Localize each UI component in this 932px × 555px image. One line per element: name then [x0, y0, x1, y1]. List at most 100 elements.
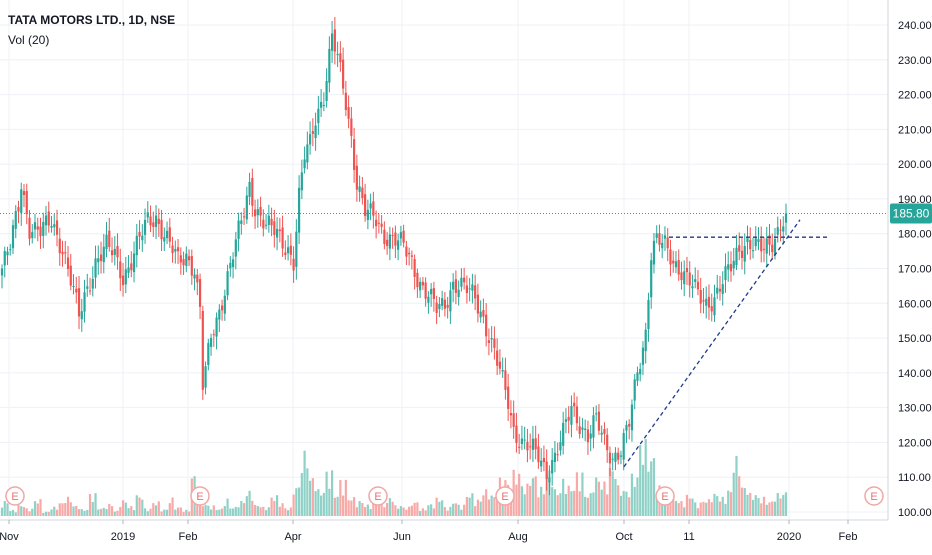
volume-bar: [402, 507, 405, 516]
candle: [688, 261, 691, 298]
earnings-marker[interactable]: E: [5, 486, 25, 506]
candle-body: [25, 190, 28, 215]
candle-body: [97, 258, 100, 263]
volume-bar: [160, 511, 163, 516]
candle-body: [606, 434, 609, 451]
candle-body: [350, 118, 353, 136]
candle: [215, 312, 218, 350]
candle-body: [553, 452, 557, 463]
candle-body: [295, 231, 298, 267]
candle: [355, 154, 358, 202]
trendlines[interactable]: [623, 219, 830, 468]
candle-body: [518, 446, 521, 448]
volume-bar: [300, 473, 303, 516]
candle: [696, 269, 700, 296]
candle: [245, 186, 248, 224]
price-axis[interactable]: 240.00 230.00 220.00 210.00 200.00 190.00 180.…: [898, 20, 932, 519]
candle: [0, 264, 4, 289]
candle-body: [187, 256, 191, 261]
candle: [716, 274, 719, 300]
candle-body: [190, 256, 193, 276]
candle: [33, 213, 37, 239]
candle-body: [696, 281, 700, 290]
earnings-marker[interactable]: E: [495, 486, 515, 506]
volume-bar: [597, 481, 601, 516]
candle-body: [608, 452, 612, 464]
volume-bar: [154, 505, 158, 516]
volume-bar: [468, 497, 471, 516]
volume-bar: [672, 496, 675, 516]
candle-body: [765, 238, 768, 254]
volume-bar: [83, 510, 86, 516]
candle-body: [724, 266, 727, 280]
candle-body: [427, 296, 430, 303]
candle: [325, 68, 328, 108]
candle: [630, 399, 634, 442]
candles[interactable]: [0, 17, 788, 496]
earnings-marker[interactable]: E: [655, 486, 675, 506]
volume-bar: [295, 488, 298, 516]
candle-body: [185, 253, 188, 266]
volume-bar: [306, 468, 309, 516]
candle: [198, 273, 202, 320]
candle-body: [721, 284, 724, 294]
candle-body: [652, 240, 656, 265]
candle-body: [408, 252, 411, 255]
earnings-marker[interactable]: E: [864, 486, 884, 506]
candle: [749, 227, 752, 260]
earnings-marker-label: E: [870, 491, 877, 503]
volume-bar: [97, 509, 100, 516]
volume-bar: [729, 492, 733, 516]
candle: [157, 208, 160, 237]
candle-body: [149, 216, 152, 226]
volume-bar: [718, 501, 722, 516]
volume-bar: [361, 503, 364, 516]
volume-bar: [286, 510, 290, 516]
candle: [143, 208, 147, 244]
candle-body: [209, 338, 213, 347]
candle-body: [432, 288, 435, 300]
candle-body: [691, 286, 694, 289]
candle: [267, 204, 270, 233]
candle-body: [306, 144, 309, 163]
candle-body: [581, 427, 584, 430]
candle: [581, 418, 584, 439]
candle: [207, 338, 210, 371]
candle: [540, 448, 543, 472]
time-axis[interactable]: Nov 2019 Feb Apr Jun Aug Oct 11 2020 Feb: [0, 520, 857, 543]
volume-bar: [275, 495, 279, 516]
candle: [666, 228, 669, 262]
candle: [608, 446, 612, 477]
candle-body: [64, 252, 67, 254]
candle: [36, 217, 39, 242]
candle-body: [182, 259, 185, 266]
candle: [149, 205, 152, 233]
earnings-marker[interactable]: E: [368, 486, 388, 506]
candle-body: [253, 209, 257, 217]
candle-body: [168, 227, 171, 242]
volume-bar: [595, 477, 598, 516]
price-tick-label: 120.00: [898, 437, 932, 449]
earnings-marker[interactable]: E: [190, 486, 210, 506]
candle: [754, 226, 757, 251]
volume-indicator-label[interactable]: Vol (20): [8, 33, 50, 47]
volume-bar: [773, 501, 777, 516]
volume-bar: [124, 502, 127, 516]
candle: [303, 146, 306, 174]
candle: [97, 245, 100, 275]
volume-bar: [386, 503, 389, 516]
symbol-title[interactable]: TATA MOTORS LTD., 1D, NSE: [8, 13, 176, 27]
candle-body: [658, 233, 661, 245]
trendline[interactable]: [623, 219, 801, 468]
volume-bar: [581, 472, 584, 516]
candle: [20, 182, 23, 226]
candle-body: [534, 438, 537, 450]
candle-body: [383, 229, 386, 245]
volume-bar: [721, 496, 724, 516]
candle-body: [782, 226, 785, 232]
candle: [320, 89, 323, 117]
candle: [146, 201, 149, 223]
